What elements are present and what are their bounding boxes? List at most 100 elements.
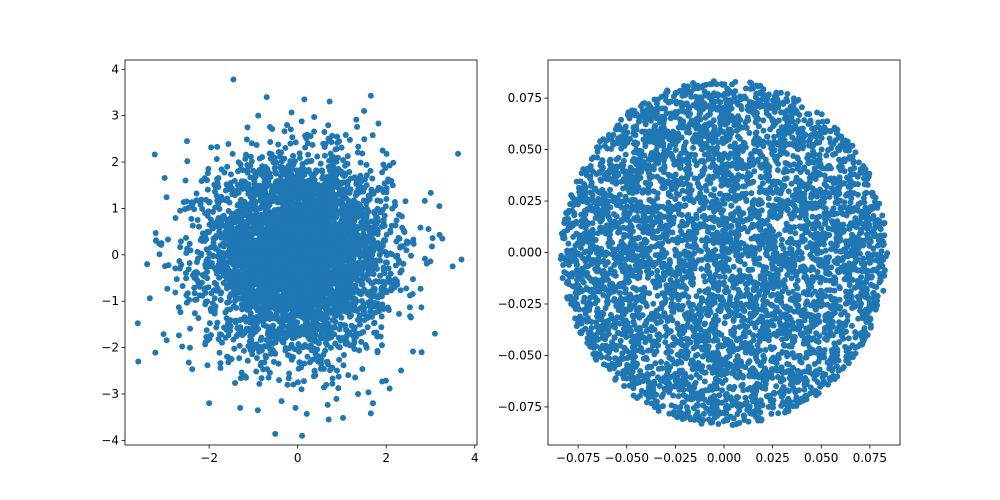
- scatter-point: [151, 151, 158, 158]
- scatter-point: [273, 336, 280, 343]
- scatter-point: [324, 332, 331, 339]
- scatter-point: [211, 188, 218, 195]
- scatter-point: [321, 129, 328, 136]
- scatter-point: [266, 181, 273, 188]
- scatter-point: [303, 182, 310, 189]
- scatter-point: [243, 325, 250, 332]
- scatter-point: [272, 209, 279, 216]
- scatter-point: [278, 398, 285, 405]
- scatter-point: [314, 346, 321, 353]
- scatter-point: [253, 281, 260, 288]
- scatter-point: [258, 375, 265, 382]
- scatter-point: [277, 164, 284, 171]
- scatter-point: [191, 310, 198, 317]
- scatter-point: [356, 321, 363, 328]
- scatter-point: [409, 276, 416, 283]
- scatter-point: [241, 314, 248, 321]
- scatter-point: [276, 325, 283, 332]
- scatter-point: [287, 189, 294, 196]
- scatter-point: [315, 311, 322, 318]
- scatter-point: [363, 265, 370, 271]
- scatter-point: [381, 222, 388, 229]
- scatter-point: [273, 246, 280, 253]
- scatter-point: [331, 301, 338, 308]
- scatter-point: [366, 196, 373, 203]
- scatter-point: [338, 263, 345, 270]
- scatter-point: [359, 306, 366, 313]
- scatter-point: [359, 366, 366, 373]
- scatter-point: [255, 112, 262, 119]
- scatter-point: [321, 234, 328, 241]
- scatter-point: [291, 175, 298, 182]
- scatter-point: [209, 252, 216, 259]
- scatter-point: [294, 218, 301, 225]
- scatter-point: [253, 368, 260, 375]
- scatter-point: [317, 365, 324, 372]
- scatter-point: [418, 304, 425, 311]
- scatter-point: [286, 256, 293, 263]
- scatter-point: [323, 381, 330, 388]
- scatter-point: [187, 325, 194, 332]
- scatter-point: [308, 195, 315, 202]
- scatter-point: [378, 324, 385, 331]
- scatter-point: [258, 334, 265, 341]
- scatter-point: [396, 310, 402, 317]
- scatter-point: [237, 375, 244, 382]
- scatter-point: [265, 253, 272, 260]
- scatter-point: [227, 250, 234, 257]
- scatter-point: [196, 223, 203, 230]
- scatter-point: [343, 339, 350, 346]
- scatter-point: [406, 304, 413, 311]
- scatter-point: [365, 299, 371, 306]
- scatter-point: [371, 287, 378, 294]
- scatter-point: [267, 243, 274, 250]
- scatter-point: [351, 305, 358, 312]
- scatter-point: [303, 266, 310, 273]
- scatter-point: [382, 287, 389, 294]
- scatter-point: [183, 275, 190, 282]
- scatter-point: [152, 229, 159, 236]
- scatter-point: [393, 278, 400, 285]
- scatter-point: [336, 138, 343, 145]
- scatter-point: [272, 168, 279, 175]
- scatter-point: [191, 290, 198, 297]
- scatter-point: [232, 236, 239, 243]
- scatter-point: [298, 253, 305, 260]
- scatter-point: [330, 262, 337, 269]
- scatter-point: [204, 186, 211, 193]
- scatter-point: [206, 228, 212, 235]
- scatter-point: [363, 161, 370, 168]
- scatter-point: [357, 159, 364, 166]
- scatter-point: [324, 304, 331, 311]
- scatter-point: [367, 410, 374, 417]
- scatter-point: [280, 194, 287, 201]
- scatter-point: [336, 326, 343, 333]
- scatter-point: [379, 301, 386, 308]
- scatter-point: [329, 240, 336, 247]
- scatter-point: [206, 320, 213, 327]
- scatter-point: [273, 255, 280, 262]
- scatter-point: [229, 150, 236, 157]
- scatter-point: [208, 290, 215, 297]
- scatter-point: [410, 348, 417, 355]
- scatter-point: [275, 360, 282, 367]
- scatter-point: [287, 126, 294, 133]
- scatter-point: [172, 289, 179, 296]
- scatter-point: [335, 385, 342, 392]
- scatter-point: [269, 198, 276, 205]
- scatter-point: [329, 364, 336, 371]
- scatter-point: [208, 144, 215, 151]
- scatter-point: [421, 197, 428, 204]
- scatter-point: [195, 315, 202, 322]
- scatter-point: [410, 240, 417, 247]
- scatter-point: [350, 289, 357, 296]
- scatter-point: [211, 295, 218, 302]
- scatter-point: [266, 369, 273, 376]
- scatter-point: [409, 290, 416, 297]
- scatter-point: [268, 339, 275, 346]
- scatter-point: [336, 282, 343, 289]
- scatter-point: [220, 271, 227, 278]
- scatter-point: [308, 285, 315, 292]
- scatter-point: [309, 356, 316, 363]
